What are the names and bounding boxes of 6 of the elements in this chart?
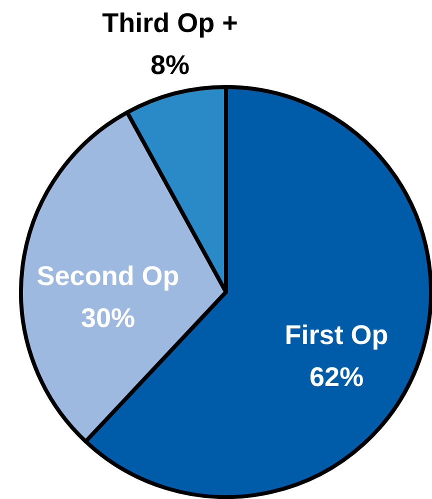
- slice-label: Second Op: [36, 261, 180, 292]
- slice-label: First Op: [284, 320, 388, 350]
- data-label: 62%: [310, 362, 364, 392]
- data-label: 30%: [81, 303, 136, 334]
- slice-label: Third Op +: [102, 8, 238, 38]
- data-label: 8%: [150, 50, 190, 80]
